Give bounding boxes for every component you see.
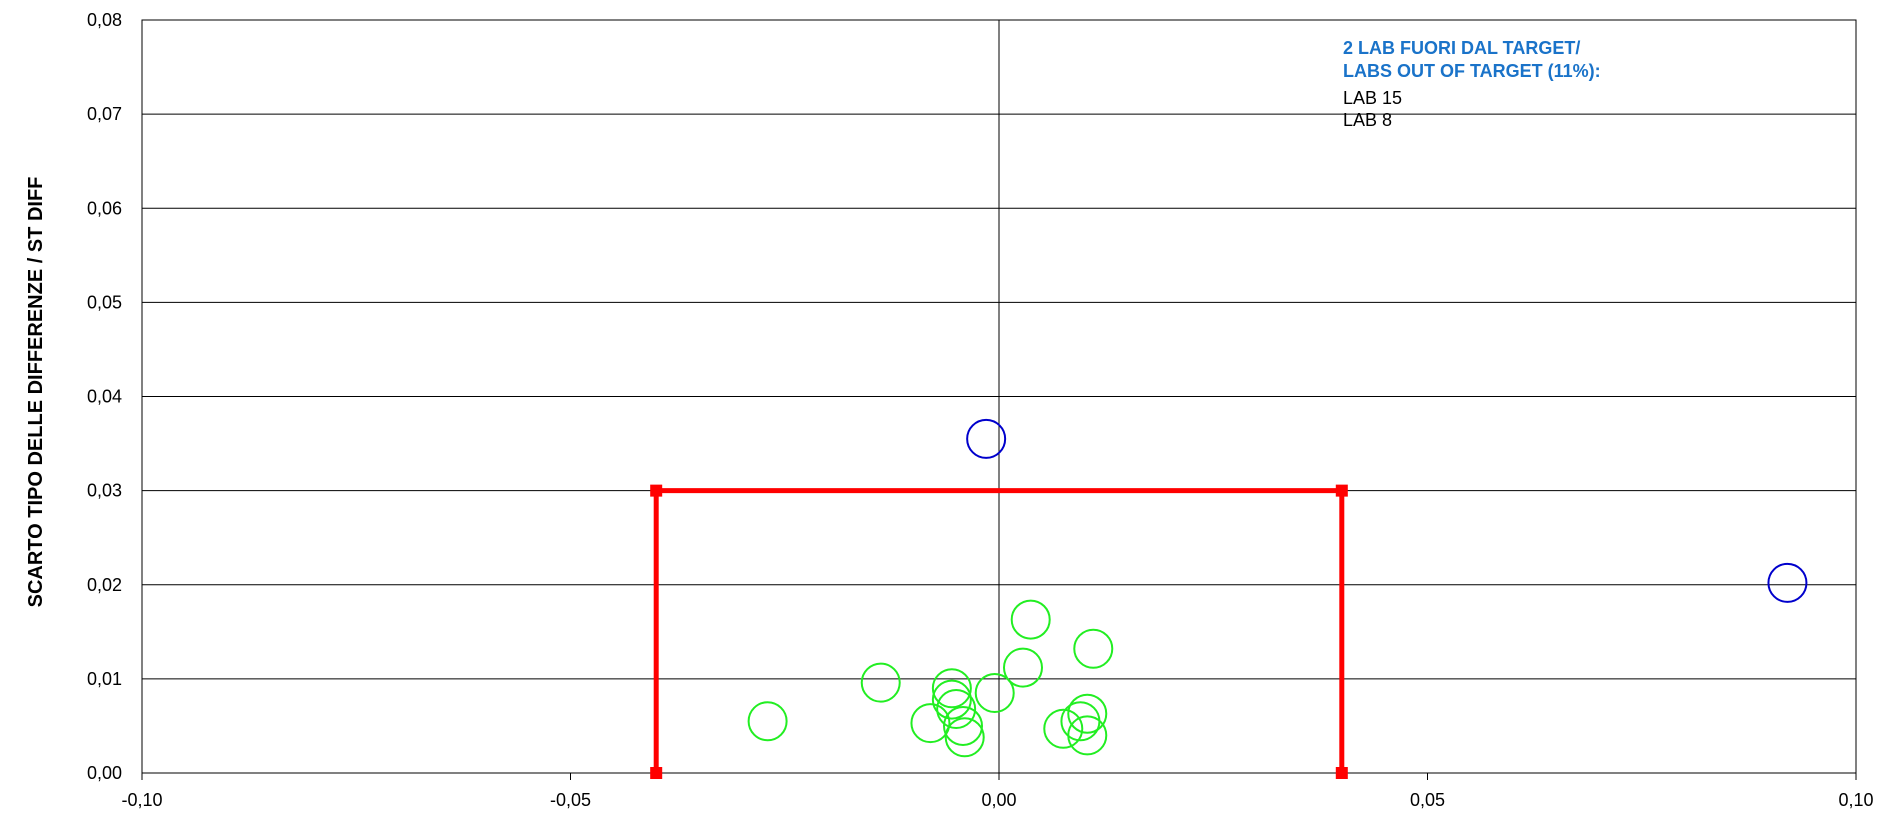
y-tick-label: 0,05 xyxy=(87,292,122,312)
y-tick-label: 0,07 xyxy=(87,104,122,124)
target-box-marker xyxy=(650,767,663,779)
axes xyxy=(141,19,1857,780)
target-box-marker xyxy=(1335,767,1348,779)
data-point xyxy=(860,662,901,703)
x-tick-label: -0,05 xyxy=(550,790,591,810)
data-point xyxy=(944,717,985,758)
y-tick-label: 0,03 xyxy=(87,481,122,501)
y-tick-label: 0,02 xyxy=(87,575,122,595)
target-box-outline xyxy=(653,488,1345,773)
data-point xyxy=(1010,599,1051,640)
data-point xyxy=(943,705,984,746)
data-point xyxy=(1073,628,1114,669)
data-point xyxy=(936,688,977,729)
y-tick-label: 0,06 xyxy=(87,198,122,218)
x-tick-label: 0,10 xyxy=(1838,790,1873,810)
target-box xyxy=(650,484,1348,779)
data-point xyxy=(931,679,972,720)
y-axis-label: SCARTO TIPO DELLE DIFFERENZE / ST DIFF xyxy=(25,177,47,608)
data-point xyxy=(974,672,1015,713)
y-tick-label: 0,04 xyxy=(87,387,122,407)
annotation-item-lab-8: LAB 8 xyxy=(1343,110,1392,130)
x-tick-label: 0,00 xyxy=(981,790,1016,810)
target-box-marker xyxy=(650,484,663,497)
data-point xyxy=(1067,693,1108,734)
data-points xyxy=(747,418,1808,758)
y-tick-label: 0,01 xyxy=(87,669,122,689)
y-tick-labels: 0,00 0,01 0,02 0,03 0,04 0,05 0,06 0,07 0,08 xyxy=(87,10,122,783)
data-point xyxy=(1767,562,1808,603)
annotation-title-line-1: 2 LAB FUORI DAL TARGET/ xyxy=(1343,38,1580,58)
data-point xyxy=(910,703,951,744)
y-tick-label: 0,08 xyxy=(87,10,122,30)
annotation-title-line-2: LABS OUT OF TARGET (11%): xyxy=(1343,61,1601,81)
target-box-marker xyxy=(1335,484,1348,497)
annotation-item-lab-15: LAB 15 xyxy=(1343,88,1402,108)
data-point xyxy=(1067,715,1108,756)
out-of-target-annotation: 2 LAB FUORI DAL TARGET/ LABS OUT OF TARG… xyxy=(1343,38,1601,130)
x-tick-label: -0,10 xyxy=(121,790,162,810)
y-tick-label: 0,00 xyxy=(87,763,122,783)
data-point xyxy=(1002,647,1043,688)
data-point xyxy=(931,668,972,709)
x-tick-labels: -0,10 -0,05 0,00 0,05 0,10 xyxy=(121,790,1873,810)
x-tick-label: 0,05 xyxy=(1410,790,1445,810)
data-point xyxy=(1043,708,1084,749)
data-point xyxy=(966,418,1007,459)
data-point xyxy=(747,701,788,742)
